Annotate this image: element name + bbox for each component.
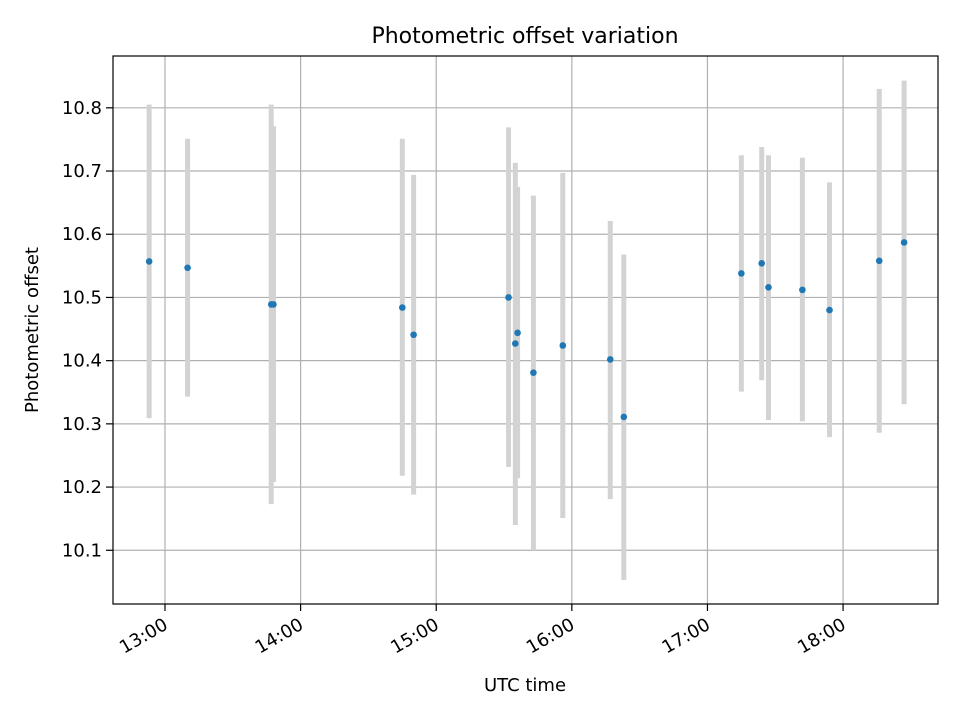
y-axis-label: Photometric offset	[22, 247, 43, 413]
y-tick-label: 10.1	[62, 540, 102, 561]
data-point	[799, 286, 806, 294]
y-tick-label: 10.5	[62, 287, 102, 308]
y-tick-label: 10.3	[62, 414, 102, 435]
data-point	[530, 369, 537, 376]
data-point	[512, 340, 519, 347]
y-tick-label: 10.2	[62, 477, 102, 498]
data-points	[145, 239, 908, 421]
y-axis: 10.1 10.2 10.3 10.4 10.5 10.6 10.7 10.8	[62, 98, 113, 561]
chart-title: Photometric offset variation	[371, 24, 678, 49]
data-point	[505, 294, 512, 301]
data-point	[738, 270, 745, 277]
data-point	[900, 239, 908, 246]
data-point	[270, 301, 277, 308]
data-point	[559, 342, 567, 349]
data-point	[606, 356, 614, 363]
x-axis-label: UTC time	[484, 675, 566, 696]
y-tick-label: 10.8	[62, 98, 102, 119]
data-point	[875, 257, 883, 265]
y-tick-label: 10.7	[62, 161, 102, 182]
data-point	[620, 413, 628, 421]
data-point	[410, 331, 417, 339]
plot-frame	[112, 55, 939, 605]
y-tick-label: 10.4	[62, 351, 102, 372]
data-point	[145, 258, 153, 265]
data-point	[765, 284, 772, 291]
y-tick-label: 10.6	[62, 224, 102, 245]
data-point	[184, 264, 191, 272]
data-point	[514, 329, 521, 337]
data-point	[826, 306, 833, 314]
data-point	[399, 304, 406, 311]
data-point	[758, 260, 765, 267]
